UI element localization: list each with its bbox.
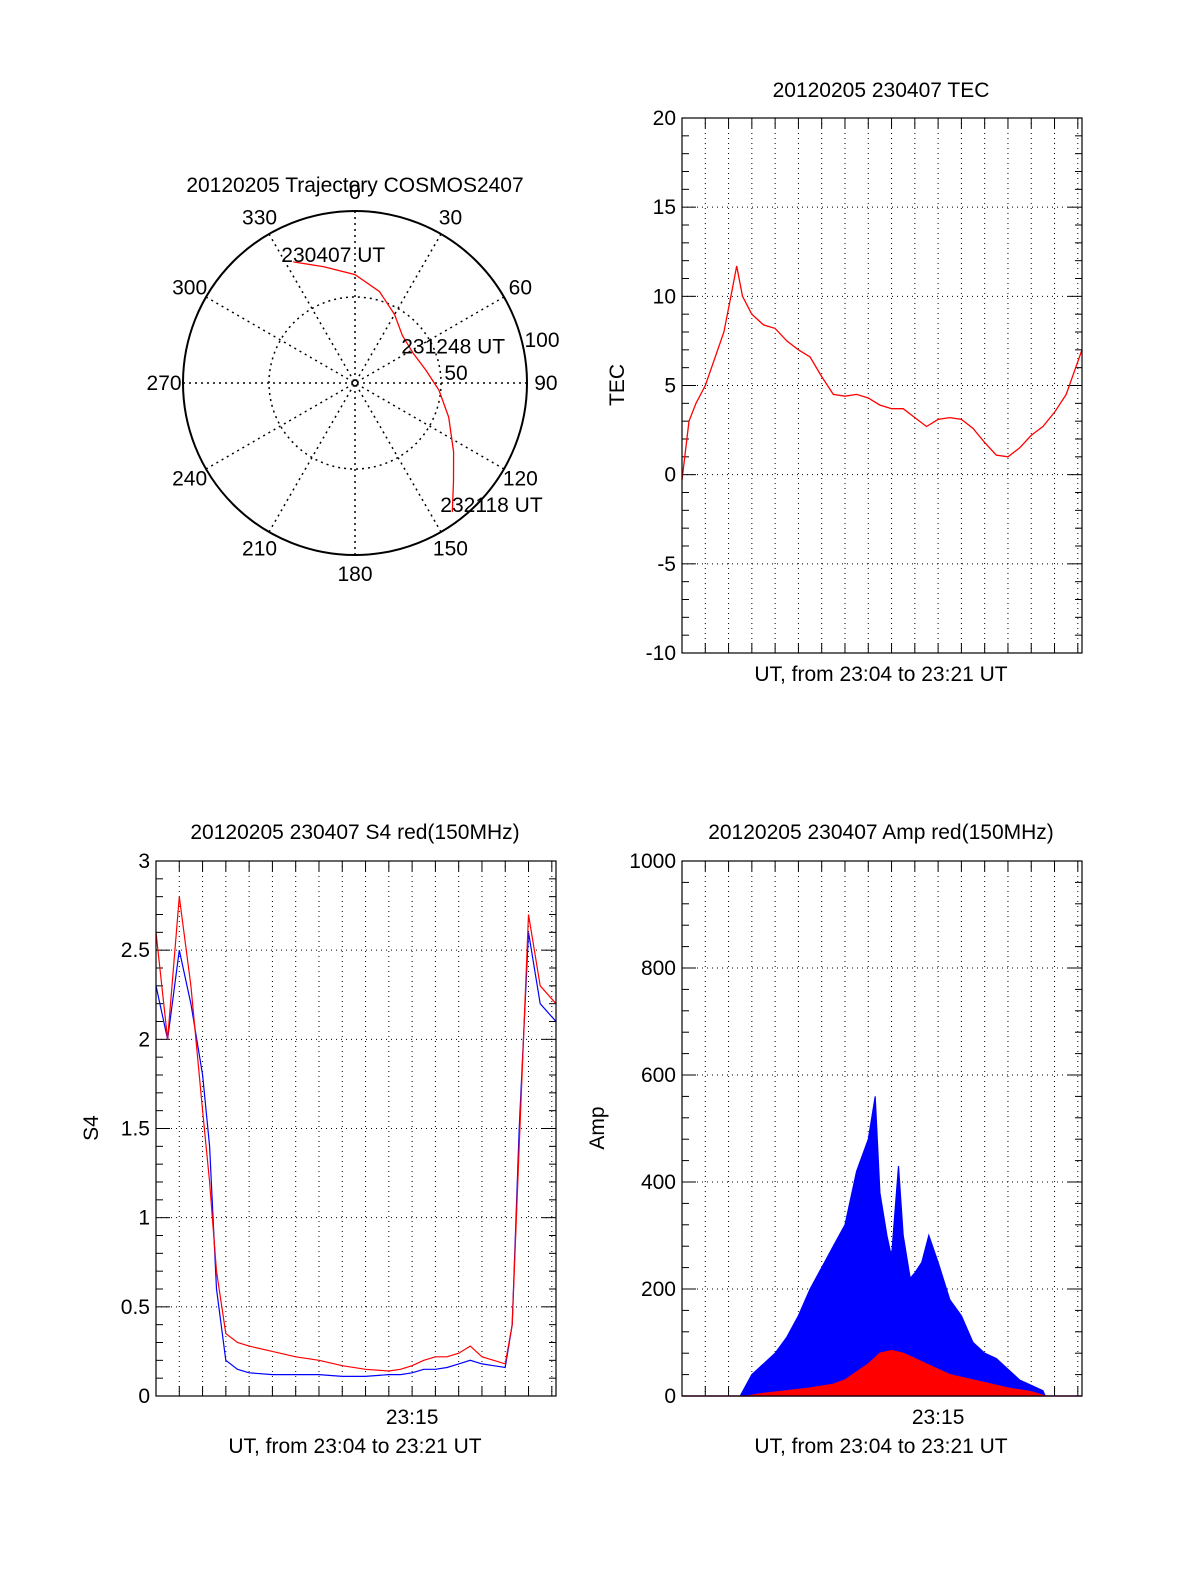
polar-annotations: 230407 UT 231248 UT 232118 UT [281, 244, 543, 517]
angle-label: 180 [337, 563, 372, 586]
tec-y-axis-label: TEC [606, 364, 629, 406]
s4-x-axis-label: UT, from 23:04 to 23:21 UT [228, 1435, 481, 1458]
y-tick-label: 15 [653, 196, 676, 219]
tec-plot-area: 20 15 10 5 0 -5 -10 [646, 107, 1083, 665]
y-tick-label: 1000 [629, 850, 676, 873]
amp-plot-area: 1000 800 600 400 200 0 23:15 [629, 850, 1083, 1429]
angle-label: 90 [534, 372, 557, 395]
amp-title: 20120205 230407 Amp red(150MHz) [708, 821, 1054, 844]
x-tick-label: 23:15 [386, 1406, 439, 1429]
s4-plot-area: 3 2.5 2 1.5 1 0.5 0 23:15 [121, 850, 557, 1429]
axes-frame [681, 117, 1083, 654]
y-tick-label: 0 [138, 1385, 150, 1408]
s4-title: 20120205 230407 S4 red(150MHz) [190, 821, 519, 844]
polar-grid [182, 210, 528, 556]
axes-frame [155, 860, 557, 1397]
y-tick-label: 0 [664, 1385, 676, 1408]
time-annotation: 232118 UT [440, 494, 543, 517]
angle-label: 30 [439, 207, 462, 230]
x-tick-label: 23:15 [912, 1406, 965, 1429]
y-tick-label: 0.5 [121, 1296, 150, 1319]
series-line [681, 265, 1083, 481]
trajectory-line [293, 261, 455, 513]
angle-label: 330 [242, 207, 277, 230]
tec-x-axis-label: UT, from 23:04 to 23:21 UT [754, 663, 1007, 686]
polar-series [293, 261, 455, 513]
y-tick-label: 800 [641, 957, 676, 980]
y-tick-label: 5 [664, 375, 676, 398]
y-tick-label: 0 [664, 464, 676, 487]
s4-y-axis-label: S4 [80, 1115, 103, 1141]
polar-trajectory-plot: 20120205 Trajectory COSMOS2407 0 30 60 90 12… [147, 174, 560, 586]
radial-label: 100 [524, 329, 559, 352]
y-tick-label: 1 [138, 1207, 150, 1230]
polar-radial-labels: 50 100 [444, 329, 559, 385]
angle-label: 120 [503, 467, 538, 490]
time-annotation: 231248 UT [401, 335, 505, 358]
angle-label: 300 [172, 277, 207, 300]
radial-label: 50 [444, 362, 467, 385]
y-tick-label: -5 [657, 553, 676, 576]
y-tick-label: 400 [641, 1171, 676, 1194]
y-tick-label: 600 [641, 1064, 676, 1087]
angle-label: 150 [433, 537, 468, 560]
y-tick-label: 1.5 [121, 1118, 150, 1141]
tec-plot: 20120205 230407 TEC TEC UT, from 23:04 t… [606, 79, 1083, 686]
series-line [155, 932, 557, 1377]
angle-label: 60 [509, 277, 532, 300]
polar-angle-labels: 0 30 60 90 120 150 180 210 240 270 300 330 [147, 181, 558, 586]
y-tick-label: 10 [653, 285, 676, 308]
s4-plot: 20120205 230407 S4 red(150MHz) S4 UT, fr… [80, 821, 557, 1458]
series-line [155, 896, 557, 1372]
y-tick-label: 20 [653, 107, 676, 130]
angle-label: 270 [147, 372, 182, 395]
tec-title: 20120205 230407 TEC [773, 79, 990, 102]
axes-frame [681, 860, 1083, 1397]
y-tick-label: 2 [138, 1028, 150, 1051]
y-tick-label: -10 [646, 642, 676, 665]
y-tick-label: 200 [641, 1278, 676, 1301]
series-area [682, 1349, 1082, 1397]
angle-label: 240 [172, 467, 207, 490]
y-tick-label: 2.5 [121, 939, 150, 962]
amp-y-axis-label: Amp [586, 1106, 609, 1149]
angle-label: 0 [349, 181, 361, 204]
series-area [682, 1096, 1082, 1397]
angle-label: 210 [242, 537, 277, 560]
y-tick-label: 3 [138, 850, 150, 873]
amp-x-axis-label: UT, from 23:04 to 23:21 UT [754, 1435, 1007, 1458]
amp-plot: 20120205 230407 Amp red(150MHz) Amp UT, … [586, 821, 1083, 1458]
polar-title: 20120205 Trajectory COSMOS2407 [186, 174, 523, 197]
time-annotation: 230407 UT [281, 244, 385, 267]
